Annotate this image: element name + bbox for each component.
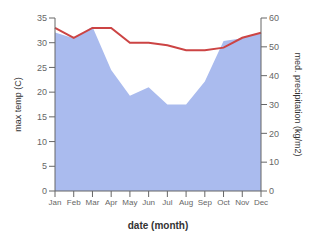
svg-text:date (month): date (month) (128, 220, 189, 231)
svg-text:Apr: Apr (105, 198, 118, 207)
svg-text:40: 40 (269, 71, 279, 81)
svg-text:Jul: Jul (162, 198, 172, 207)
svg-text:Dec: Dec (254, 198, 268, 207)
svg-text:0: 0 (269, 186, 274, 196)
svg-text:15: 15 (37, 112, 47, 122)
svg-text:Sep: Sep (198, 198, 213, 207)
svg-text:Aug: Aug (179, 198, 193, 207)
svg-text:Jun: Jun (142, 198, 155, 207)
svg-text:med. precipitation (kg/m2): med. precipitation (kg/m2) (293, 52, 303, 156)
svg-text:25: 25 (37, 63, 47, 73)
svg-text:5: 5 (42, 161, 47, 171)
svg-text:max temp (C): max temp (C) (13, 77, 23, 132)
svg-text:50: 50 (269, 42, 279, 52)
svg-text:0: 0 (42, 186, 47, 196)
svg-text:May: May (122, 198, 137, 207)
svg-text:35: 35 (37, 13, 47, 23)
svg-text:30: 30 (37, 38, 47, 48)
svg-text:10: 10 (37, 137, 47, 147)
svg-text:Jan: Jan (49, 198, 62, 207)
svg-text:30: 30 (269, 100, 279, 110)
svg-text:Nov: Nov (235, 198, 249, 207)
svg-text:Mar: Mar (86, 198, 100, 207)
svg-text:20: 20 (269, 129, 279, 139)
svg-text:20: 20 (37, 87, 47, 97)
svg-text:60: 60 (269, 13, 279, 23)
svg-text:10: 10 (269, 157, 279, 167)
svg-text:Oct: Oct (217, 198, 230, 207)
svg-text:Feb: Feb (67, 198, 81, 207)
